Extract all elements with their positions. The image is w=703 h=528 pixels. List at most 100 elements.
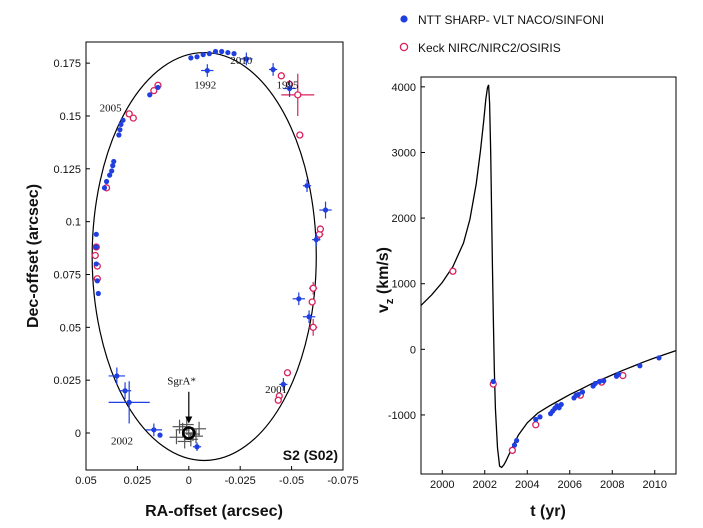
velocity-x-tick-label: 2002	[473, 479, 497, 491]
orbit-keck-marker	[296, 131, 304, 139]
orbit-y-tick-label: 0.125	[53, 164, 81, 176]
velocity-keck-marker	[508, 446, 517, 455]
orbit-ntt-point	[107, 172, 113, 178]
sgra-position	[182, 426, 196, 440]
sgra-measurement	[169, 430, 184, 445]
orbit-x-tick-label: -0.025	[225, 475, 256, 487]
orbit-keck-marker	[129, 114, 137, 122]
orbit-ntt-point	[283, 80, 296, 97]
velocity-x-tick-label: 2010	[643, 479, 667, 491]
orbit-ntt-point	[116, 132, 122, 138]
orbit-ntt-marker	[109, 168, 115, 174]
orbit-x-tick-label: -0.05	[279, 475, 304, 487]
orbit-ntt-marker	[200, 52, 206, 58]
velocity-ntt-marker	[511, 442, 518, 448]
orbit-ntt-marker	[103, 178, 110, 185]
orbit-keck-point	[150, 86, 158, 95]
orbit-annotation: 1995	[276, 79, 299, 91]
orbit-keck-point	[281, 73, 315, 116]
orbit-ntt-marker	[280, 381, 286, 387]
velocity-ntt-point	[575, 392, 581, 398]
velocity-y-tick-label: 1000	[392, 279, 416, 291]
orbit-ntt-point	[145, 423, 163, 437]
velocity-ntt-marker	[533, 416, 539, 423]
orbit-ntt-marker	[93, 231, 99, 237]
orbit-ntt-point	[279, 378, 288, 391]
sgra-measurement	[188, 429, 203, 444]
velocity-ntt-marker	[537, 414, 543, 420]
legend-label-ntt: NTT SHARP- VLT NACO/SINFONI	[418, 13, 604, 27]
orbit-keck-marker	[309, 323, 317, 331]
orbit-y-tick-label: 0.1	[66, 217, 81, 229]
orbit-ntt-point	[110, 163, 116, 169]
orbit-keck-point	[316, 225, 325, 233]
orbit-ntt-marker	[126, 399, 132, 405]
velocity-y-axis-title-main: v	[375, 304, 392, 313]
orbit-keck-point	[277, 72, 285, 80]
orbit-ntt-point	[118, 121, 124, 128]
orbit-annotation: 1992	[194, 79, 216, 91]
orbit-y-tick-label: 0.05	[60, 322, 81, 334]
orbit-ntt-marker	[243, 56, 249, 62]
orbit-ntt-marker	[304, 183, 310, 189]
velocity-keck-marker	[449, 267, 457, 275]
orbit-ntt-marker	[118, 121, 124, 128]
orbit-ntt-marker	[122, 388, 128, 394]
legend-marker-ntt	[400, 15, 408, 23]
orbit-ntt-point	[93, 244, 99, 250]
legend: NTT SHARP- VLT NACO/SINFONI Keck NIRC/NI…	[399, 13, 604, 55]
velocity-ntt-point	[656, 355, 662, 361]
orbit-ntt-marker	[107, 172, 113, 178]
orbit-ntt-marker	[147, 92, 153, 98]
orbit-y-tick-label: 0.175	[53, 58, 81, 70]
orbit-ntt-point	[192, 442, 202, 451]
orbit-ntt-marker	[296, 296, 302, 302]
orbit-ntt-marker	[151, 427, 157, 433]
orbit-ntt-point	[147, 92, 153, 98]
orbit-ntt-point	[117, 127, 123, 133]
orbit-y-axis-title: Dec-offset (arcsec)	[25, 184, 42, 328]
orbit-annotation: 2005	[100, 103, 123, 115]
orbit-ntt-marker	[93, 261, 99, 267]
velocity-ntt-point	[537, 414, 543, 420]
sgra-measurement	[172, 419, 187, 434]
orbit-ntt-point	[103, 178, 110, 185]
orbit-ntt-point	[312, 233, 321, 246]
velocity-y-tick-label: 3000	[392, 147, 416, 159]
velocity-y-axis-title-sub: z	[384, 298, 396, 304]
velocity-ntt-marker	[592, 380, 598, 387]
orbit-ntt-marker	[116, 132, 122, 138]
orbit-keck-marker	[274, 396, 282, 404]
orbit-panel-label: S2 (S02)	[283, 447, 338, 463]
velocity-ntt-marker	[596, 378, 603, 385]
velocity-ntt-marker	[637, 363, 643, 369]
velocity-plot-frame	[420, 76, 677, 475]
velocity-ntt-point	[490, 378, 496, 385]
orbit-keck-marker	[91, 251, 99, 260]
orbit-keck-point	[309, 318, 318, 336]
orbit-ntt-marker	[120, 117, 126, 123]
orbit-ntt-point	[157, 432, 163, 438]
orbit-ntt-marker	[188, 55, 194, 61]
orbit-keck-point	[283, 369, 292, 377]
orbit-annotation: 2002	[111, 436, 133, 448]
velocity-ntt-point	[533, 416, 539, 423]
orbit-ntt-marker	[155, 84, 161, 91]
velocity-ntt-marker	[558, 401, 564, 408]
velocity-model-curve	[420, 84, 677, 469]
velocity-ntt-point	[601, 378, 607, 384]
velocity-x-tick-label: 2008	[600, 479, 624, 491]
legend-label-keck: Keck NIRC/NIRC2/OSIRIS	[418, 41, 561, 55]
orbit-ntt-point	[111, 158, 117, 165]
orbit-ntt-point	[302, 310, 316, 324]
orbit-y-tick-label: 0.025	[53, 375, 81, 387]
velocity-keck-marker	[532, 421, 540, 429]
orbit-keck-marker	[294, 91, 302, 99]
velocity-ntt-point	[514, 437, 520, 444]
orbit-keck-point	[91, 251, 99, 260]
velocity-ntt-point	[616, 371, 622, 377]
orbit-ntt-marker	[313, 237, 319, 243]
orbit-ntt-point	[201, 64, 214, 77]
orbit-ntt-marker	[117, 127, 123, 133]
orbit-ntt-point	[225, 49, 231, 56]
